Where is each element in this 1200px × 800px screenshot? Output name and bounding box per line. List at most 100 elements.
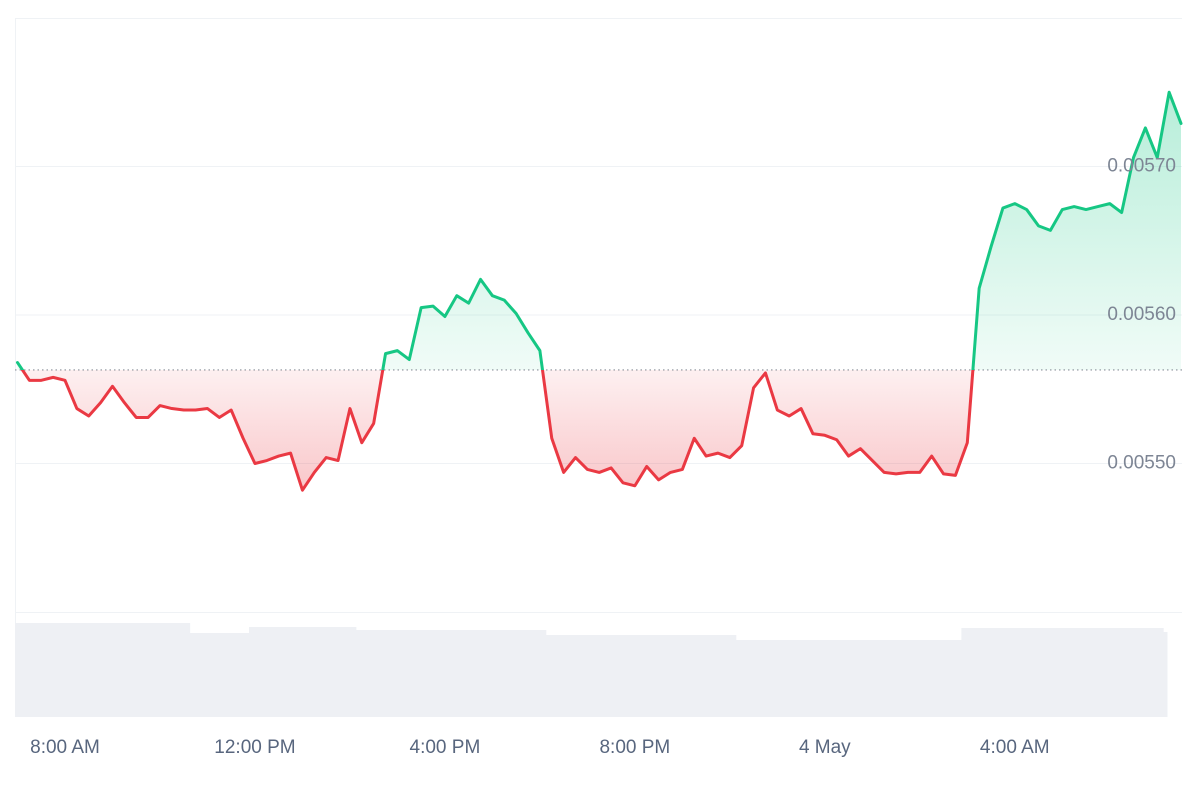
x-tick-label: 8:00 PM: [599, 737, 670, 758]
volume-bar: [937, 640, 950, 717]
volume-bar: [949, 640, 962, 717]
volume-bar: [47, 623, 60, 717]
volume-bar: [296, 627, 309, 717]
volume-bar: [142, 623, 155, 717]
volume-bar: [866, 640, 879, 717]
volume-bar: [343, 627, 357, 717]
volume-bar: [985, 628, 998, 717]
volume-bar: [1091, 628, 1105, 717]
volume-bar: [450, 630, 464, 717]
volume-bar: [320, 627, 333, 717]
volume-bar: [106, 623, 119, 717]
area-up: [17, 92, 1181, 370]
volume-bar: [735, 640, 749, 717]
volume-bar: [878, 640, 891, 717]
volume-bar: [581, 635, 594, 717]
volume-bar: [82, 623, 96, 717]
x-tick-label: 4 May: [799, 737, 851, 758]
volume-bar: [308, 627, 321, 717]
label-layer: 0.00550 0.00560 0.00570 8:00 AM 12:00 PM 4:00…: [30, 156, 1176, 759]
volume-layer: [15, 623, 1168, 717]
volume-bar: [59, 623, 72, 717]
volume-bar: [177, 623, 191, 717]
price-line: [16, 90, 1183, 492]
volume-bar: [189, 633, 203, 717]
volume-bar: [593, 635, 606, 717]
volume-bar: [640, 635, 654, 717]
volume-bar: [890, 640, 903, 717]
volume-bar: [783, 640, 796, 717]
x-tick-label: 4:00 PM: [410, 737, 481, 758]
volume-bar: [925, 640, 939, 717]
volume-bar: [165, 623, 179, 717]
volume-bar: [1080, 628, 1093, 717]
volume-bar: [130, 623, 143, 717]
volume-bar: [818, 640, 832, 717]
volume-bar: [830, 640, 844, 717]
volume-bar: [664, 635, 677, 717]
x-tick-label: 4:00 AM: [980, 737, 1050, 758]
volume-bar: [154, 623, 167, 717]
volume-bar: [569, 635, 582, 717]
volume-bar: [462, 630, 476, 717]
volume-bar: [545, 635, 559, 717]
volume-bar: [23, 623, 36, 717]
volume-bar: [973, 628, 986, 717]
volume-bar: [913, 640, 927, 717]
volume-bar: [1056, 628, 1069, 717]
volume-bar: [747, 640, 761, 717]
volume-bar: [1151, 628, 1164, 717]
volume-bar: [70, 623, 84, 717]
volume-bar: [807, 640, 820, 717]
volume-bar: [771, 640, 784, 717]
volume-bar: [94, 623, 108, 717]
volume-bar: [723, 635, 737, 717]
volume-bar: [391, 630, 404, 717]
volume-bar: [213, 633, 226, 717]
volume-bar: [854, 640, 867, 717]
volume-bar: [1127, 628, 1140, 717]
volume-bar: [652, 635, 666, 717]
volume-bar: [367, 630, 381, 717]
volume-bar: [427, 630, 440, 717]
x-tick-label: 8:00 AM: [30, 737, 100, 758]
volume-bar: [225, 633, 238, 717]
volume-bar: [557, 635, 571, 717]
volume-bar: [700, 635, 713, 717]
volume-bar: [1163, 632, 1168, 717]
volume-bar: [676, 635, 689, 717]
volume-bar: [996, 628, 1010, 717]
volume-bar: [260, 627, 274, 717]
volume-bar: [1068, 628, 1081, 717]
volume-bar: [533, 630, 547, 717]
volume-bar: [118, 623, 131, 717]
volume-bar: [272, 627, 286, 717]
volume-bar: [628, 635, 642, 717]
volume-bar: [15, 623, 24, 717]
volume-bar: [332, 627, 345, 717]
y-tick-label: 0.00570: [1107, 156, 1176, 177]
volume-bar: [355, 630, 369, 717]
volume-bar: [901, 640, 915, 717]
y-tick-label: 0.00550: [1107, 453, 1176, 474]
volume-bar: [1008, 628, 1022, 717]
volume-bar: [795, 640, 808, 717]
volume-bar: [605, 635, 618, 717]
volume-bar: [712, 635, 725, 717]
volume-bar: [1139, 628, 1152, 717]
x-tick-label: 12:00 PM: [214, 737, 295, 758]
y-tick-label: 0.00560: [1107, 304, 1176, 325]
volume-bar: [486, 630, 499, 717]
volume-bar: [842, 640, 856, 717]
volume-bar: [438, 630, 452, 717]
volume-bar: [522, 630, 535, 717]
volume-bar: [403, 630, 416, 717]
volume-bar: [759, 640, 772, 717]
volume-bar: [201, 633, 214, 717]
volume-bar: [379, 630, 392, 717]
area-down: [22, 369, 973, 491]
volume-bar: [35, 623, 48, 717]
volume-bar: [688, 635, 701, 717]
